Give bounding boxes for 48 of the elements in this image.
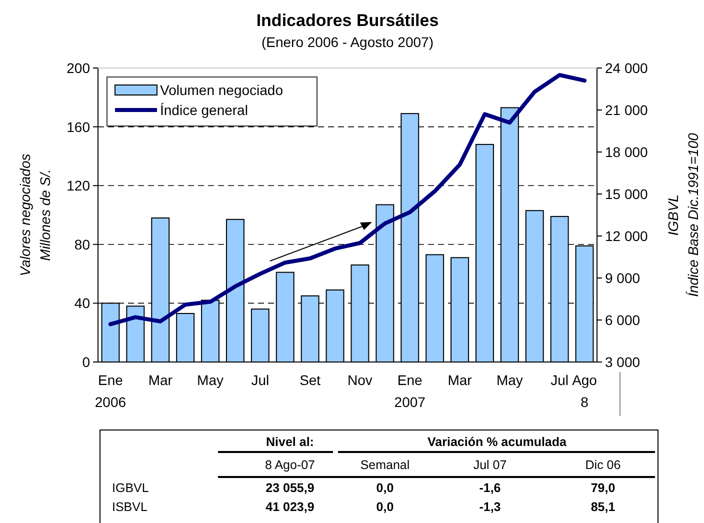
x-tick-label: Mar [148, 372, 173, 388]
y-tick-label: 120 [66, 178, 90, 194]
y-tick-label: 160 [66, 118, 90, 135]
text: 41 023,9 [266, 500, 314, 514]
y2-tick-label: 21 000 [605, 102, 648, 118]
chart-subtitle: (Enero 2006 - Agosto 2007) [261, 34, 434, 50]
text: -1,6 [479, 481, 501, 495]
legend-label: Índice general [160, 102, 248, 118]
y-axis-title: Valores negociados Millones de S/. [17, 154, 53, 276]
x-tick-label: Nov [348, 372, 372, 388]
x-tick-label: Set [300, 372, 321, 388]
chart-title: Indicadores Bursátiles [256, 11, 439, 30]
text: Semanal [360, 458, 410, 472]
legend-label: Volumen negociado [160, 82, 284, 98]
y-tick-label: 200 [66, 60, 90, 76]
text: 8 Ago-07 [264, 458, 316, 472]
y-tick-label: 80 [74, 236, 90, 252]
text: 79,0 [590, 481, 616, 495]
y-tick-label: 40 [74, 295, 90, 312]
line-series [108, 73, 587, 326]
y-tick-label: 0 [82, 354, 90, 370]
text: -1,3 [479, 500, 501, 514]
y2-tick-label: 3 000 [605, 354, 640, 370]
x-tick-label: Ago 8 [572, 372, 598, 410]
text: IGBVL [112, 481, 149, 495]
text: 23 055,9 [266, 481, 314, 495]
x-tick-label: Jul [251, 372, 270, 388]
text: Jul 07 [473, 458, 507, 472]
text: 0,0 [376, 481, 394, 495]
text: ISBVL [112, 500, 148, 514]
y2-tick-label: 24 000 [605, 60, 648, 76]
text: Variación % acumulada [428, 435, 568, 449]
text: Nivel al: [266, 435, 314, 449]
y2-tick-label: 15 000 [605, 186, 648, 202]
text: 85,1 [590, 500, 616, 514]
text: Dic 06 [585, 458, 621, 472]
y2-tick-label: 18 000 [605, 144, 648, 160]
x-tick-label: May [496, 372, 523, 388]
y2-tick-label: 9 000 [605, 270, 640, 286]
x-tick-label: May [197, 372, 224, 388]
x-tick-label: Ene 2007 [394, 372, 426, 410]
y2-axis-title: IGBVL Índice Base Dic.1991=100 [665, 132, 701, 297]
x-tick-label: Jul [550, 372, 569, 388]
x-tick-label: Mar [448, 372, 472, 388]
text: 0,0 [376, 500, 394, 514]
x-tick-label: Ene 2006 [94, 372, 126, 410]
y2-tick-label: 12 000 [605, 228, 648, 244]
y2-tick-label: 6 000 [605, 312, 640, 328]
